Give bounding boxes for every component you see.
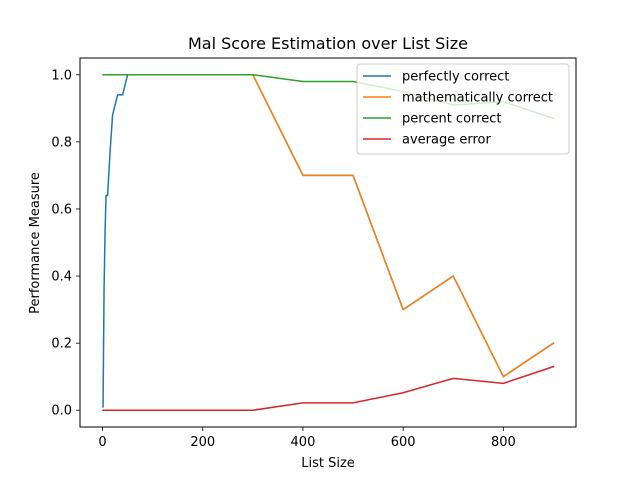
y-tick-label: 0.8 xyxy=(51,135,72,150)
y-tick-label: 0.0 xyxy=(51,404,72,419)
x-tick-label: 600 xyxy=(391,435,416,450)
y-tick-label: 0.2 xyxy=(51,337,72,352)
legend: perfectly correct mathematically correct p… xyxy=(356,63,570,155)
x-tick-label: 800 xyxy=(491,435,516,450)
y-tick-label: 1.0 xyxy=(51,68,72,83)
x-axis: 0 200 400 600 800 xyxy=(98,427,516,450)
y-axis: 0.0 0.2 0.4 0.6 0.8 1.0 xyxy=(51,68,80,419)
y-axis-label: Performance Measure xyxy=(28,172,43,314)
legend-label-1: mathematically correct xyxy=(402,91,553,106)
plot-area xyxy=(102,74,555,411)
x-tick-label: 200 xyxy=(190,435,215,450)
y-tick-label: 0.6 xyxy=(51,202,72,217)
plot-frame xyxy=(79,57,577,428)
legend-label-3: average error xyxy=(402,133,491,148)
series-line-3 xyxy=(102,365,555,411)
legend-label-2: percent correct xyxy=(402,112,501,127)
x-axis-label: List Size xyxy=(301,456,355,471)
chart-title: Mal Score Estimation over List Size xyxy=(188,34,468,53)
legend-box xyxy=(356,63,570,155)
x-tick-label: 0 xyxy=(98,435,106,450)
y-tick-label: 0.4 xyxy=(51,270,72,285)
legend-label-0: perfectly correct xyxy=(402,70,509,85)
x-tick-label: 400 xyxy=(291,435,316,450)
